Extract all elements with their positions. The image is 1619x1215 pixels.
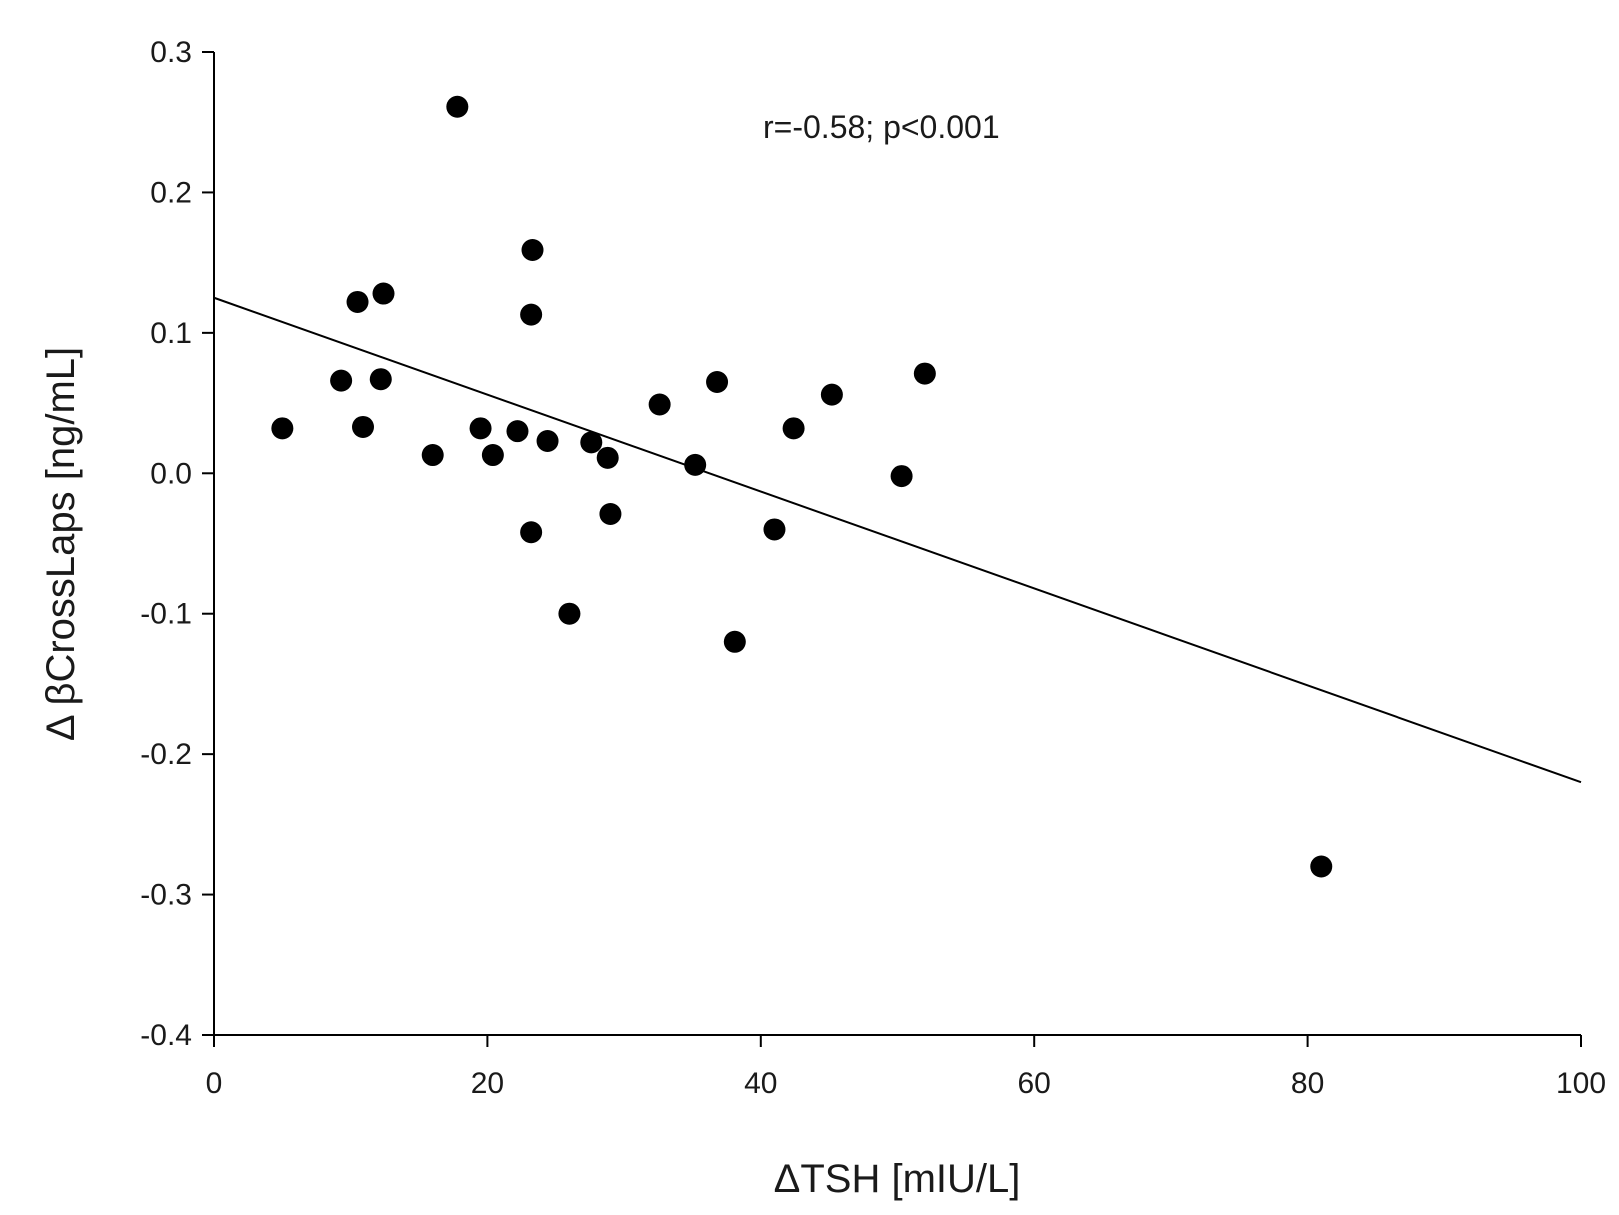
data-point [481,444,504,467]
correlation-annotation: r=-0.58; p<0.001 [763,109,1000,145]
y-tick-label: 0.2 [150,176,192,209]
data-point [782,417,805,440]
data-point [558,602,581,625]
data-point [890,465,913,488]
y-tick-label: -0.1 [140,598,192,631]
data-point [1310,855,1333,878]
y-tick-label: 0.0 [150,457,192,490]
x-axis-ticks: 0 20 40 60 80 100 [206,1035,1606,1100]
data-point [369,368,392,391]
data-point [421,444,444,467]
x-tick-label: 80 [1291,1067,1324,1100]
y-tick-label: -0.2 [140,738,192,771]
x-tick-label: 0 [206,1067,223,1100]
data-point [706,371,729,394]
data-point [820,383,843,406]
data-point [536,429,559,452]
data-point [330,369,353,392]
y-axis-title: Δ βCrossLaps [ng/mL] [39,347,83,741]
x-axis-title: ΔTSH [mIU/L] [774,1157,1021,1201]
y-tick-label: -0.4 [140,1019,192,1052]
data-point [446,95,469,118]
data-point [648,393,671,416]
data-point [469,417,492,440]
y-tick-label: -0.3 [140,879,192,912]
data-point [506,420,529,443]
data-point [580,431,603,454]
data-point [372,282,395,305]
y-tick-label: 0.3 [150,36,192,69]
data-point [684,453,707,476]
data-point [913,362,936,385]
data-point [520,303,543,326]
regression-line [213,296,1582,784]
plot-area: 0.3 0.2 0.1 0.0 -0.1 -0.2 -0.3 -0.4 0 20 40 60 80 10… [140,36,1606,1100]
data-point [520,521,543,544]
y-tick-label: 0.1 [150,317,192,350]
data-point [723,630,746,653]
x-tick-label: 60 [1018,1067,1051,1100]
data-point [763,518,786,541]
data-points [271,95,1333,878]
x-tick-label: 100 [1556,1067,1606,1100]
data-point [599,503,622,526]
data-point [596,446,619,469]
x-tick-label: 20 [471,1067,504,1100]
data-point [521,239,544,262]
data-point [271,417,294,440]
data-point [346,290,369,313]
y-axis-ticks: 0.3 0.2 0.1 0.0 -0.1 -0.2 -0.3 -0.4 [140,36,214,1052]
data-point [352,415,375,438]
x-tick-label: 40 [744,1067,777,1100]
